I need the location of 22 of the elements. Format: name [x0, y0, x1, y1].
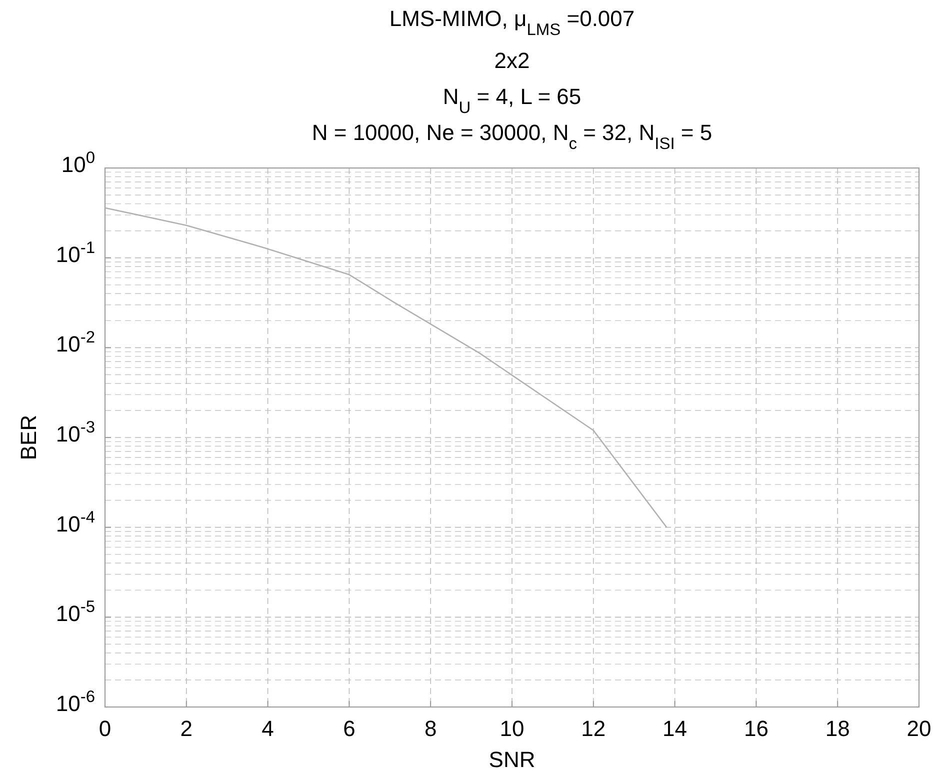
x-axis-title: SNR	[488, 747, 536, 772]
y-tick-label: 10$^{-5}$	[56, 598, 95, 626]
x-tick-label: 18	[825, 716, 850, 741]
y-tick-label: 10$^{-6}$	[56, 688, 95, 716]
y-tick-label: 10$^{-2}$	[56, 328, 95, 357]
x-tick-label: 4	[262, 716, 274, 741]
y-tick-label: 10$^{0}$	[61, 149, 95, 177]
y-tick-label: 10$^{-1}$	[56, 238, 95, 267]
x-tick-label: 12	[581, 716, 606, 741]
x-tick-label: 10	[500, 716, 524, 741]
y-tick-label: 10$^{-3}$	[56, 418, 95, 446]
x-tick-label: 20	[906, 716, 932, 741]
y-tick-label: 10$^{-4}$	[56, 508, 95, 536]
x-tick-label: 8	[424, 716, 437, 741]
x-tick-label: 6	[343, 716, 356, 741]
chart-title: LMS-MIMO, μ$_{LMS}$ =0.007	[389, 6, 635, 39]
x-tick-label: 2	[180, 716, 193, 741]
x-tick-label: 16	[744, 716, 768, 741]
x-tick-label: 14	[662, 716, 688, 741]
x-tick-label: 0	[98, 716, 112, 741]
y-axis-title: BER	[16, 414, 41, 460]
text: 2x2 N$_{U}$ = 4, L = 65 N = 10000, Ne = 30000, N$_{c}$ = 32, N$_{ISI}$ = 5	[312, 48, 712, 153]
